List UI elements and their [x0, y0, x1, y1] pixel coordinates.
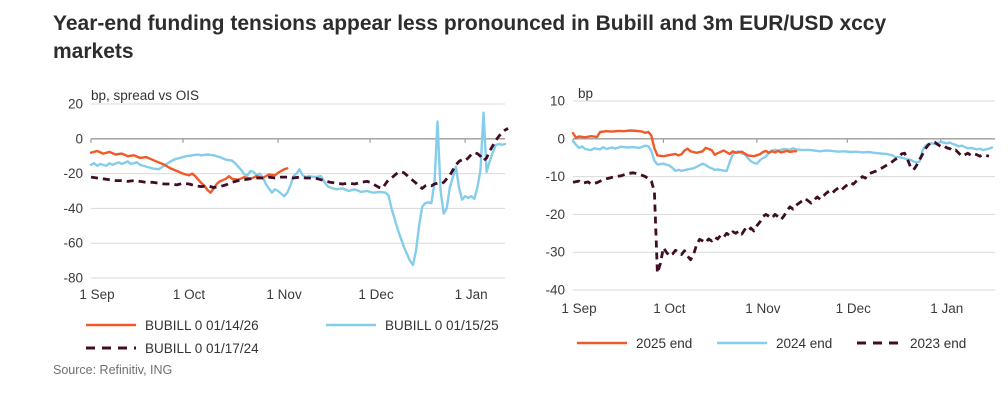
- x-tick-label: 1 Sep: [561, 301, 596, 316]
- series-line-2023-end: [572, 140, 990, 275]
- legend-label-bubill-25: BUBILL 0 01/15/25: [385, 317, 499, 333]
- x-tick-label: 1 Oct: [653, 301, 686, 316]
- y-tick-label: 20: [68, 97, 83, 112]
- x-tick-label: 1 Jan: [930, 301, 963, 316]
- legend-line-sample-bubill-24: [86, 346, 136, 350]
- source-note: Source: Refinitiv, ING: [53, 363, 173, 377]
- y-tick-label: 10: [550, 94, 565, 109]
- legend-item-2023-end: 2023 end: [856, 335, 966, 351]
- legend-label-bubill-26: BUBILL 0 01/14/26: [145, 317, 259, 333]
- x-tick-label: 1 Dec: [358, 287, 394, 302]
- legend-line-sample-2023-end: [857, 341, 901, 345]
- legend-item-bubill-26: BUBILL 0 01/14/26: [85, 317, 259, 333]
- legend-label-bubill-24: BUBILL 0 01/17/24: [145, 340, 259, 356]
- legend-item-2025-end: 2025 end: [576, 335, 692, 351]
- y-tick-label: 0: [75, 131, 83, 146]
- legend-item-bubill-25: BUBILL 0 01/15/25: [325, 317, 499, 333]
- legend-line-sample-2024-end: [717, 341, 767, 345]
- legend-label-2024-end: 2024 end: [776, 335, 833, 351]
- right-chart: 10 0 -10 -20 -30 -40 1 Sep 1 Oct 1 Nov 1 Dec 1 Jan: [545, 94, 995, 316]
- legend-line-sample-2025-end: [577, 341, 627, 345]
- legend-line-sample-bubill-26: [86, 323, 136, 327]
- series-line-2025-end: [571, 129, 798, 158]
- y-tick-label: 0: [557, 131, 565, 146]
- legend-item-bubill-24: BUBILL 0 01/17/24: [85, 340, 259, 356]
- y-tick-label: -80: [63, 271, 83, 286]
- x-tick-label: 1 Jan: [455, 287, 488, 302]
- x-tick-label: 1 Nov: [745, 301, 781, 316]
- legend-item-2024-end: 2024 end: [716, 335, 832, 351]
- x-tick-label: 1 Oct: [173, 287, 206, 302]
- y-tick-label: -20: [545, 207, 565, 222]
- legend-label-2025-end: 2025 end: [636, 335, 693, 351]
- legend-label-2023-end: 2023 end: [910, 335, 967, 351]
- y-tick-label: -20: [63, 166, 83, 181]
- y-tick-label: -40: [63, 201, 83, 216]
- x-tick-label: 1 Nov: [266, 287, 302, 302]
- left-chart-axis-title: bp, spread vs OIS: [91, 88, 200, 103]
- series-line-2024-end: [571, 139, 994, 173]
- legend-line-sample-bubill-25: [326, 323, 376, 327]
- series-line-bubill-0-01-14-26: [89, 149, 289, 194]
- right-chart-axis-title: bp: [578, 86, 594, 101]
- chart-title: Year-end funding tensions appear less pr…: [53, 12, 887, 63]
- x-tick-label: 1 Sep: [79, 287, 114, 302]
- y-tick-label: -60: [63, 236, 83, 251]
- left-chart: 20 0 -20 -40 -60 -801 Sep 1 Oct 1 Nov 1 Dec 1 Jan: [63, 97, 509, 302]
- y-tick-label: -10: [545, 169, 565, 184]
- series-line-bubill-0-01-15-25: [89, 111, 507, 267]
- x-tick-label: 1 Dec: [836, 301, 872, 316]
- series-line-bubill-0-01-17-24: [90, 127, 509, 190]
- y-tick-label: -30: [545, 245, 565, 260]
- y-tick-label: -40: [545, 283, 565, 298]
